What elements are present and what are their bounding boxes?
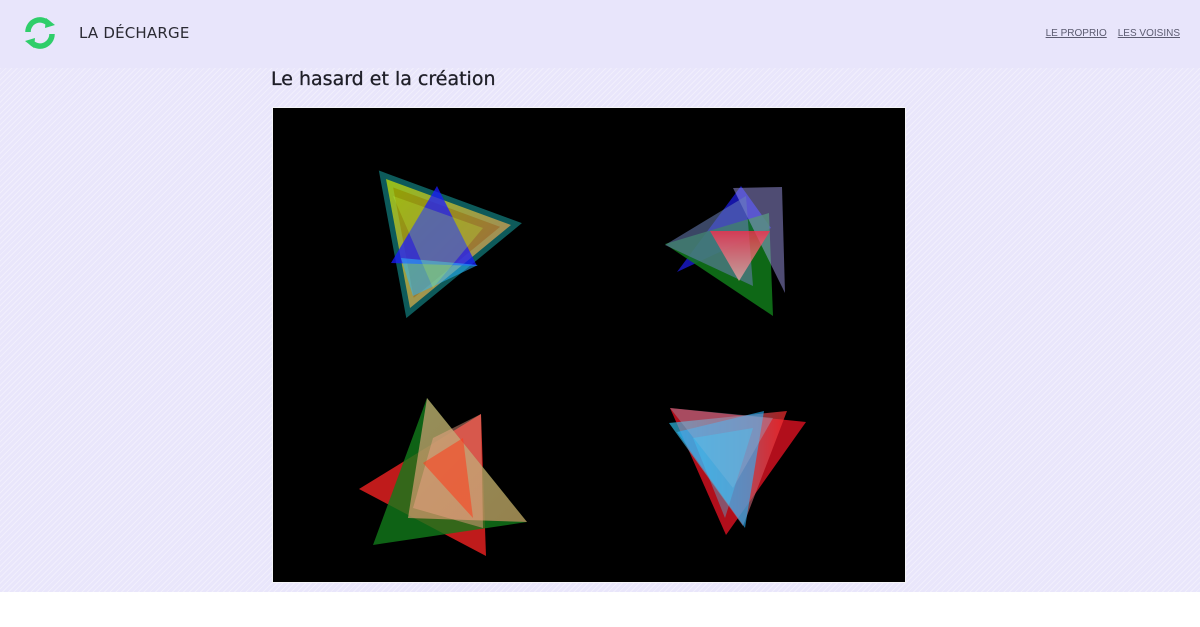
top-nav: LE PROPRIO LES VOISINS bbox=[1046, 28, 1180, 39]
triangle-group-top-left bbox=[378, 170, 522, 319]
site-title[interactable]: LA DÉCHARGE bbox=[79, 24, 190, 42]
triangle-group-bottom-left bbox=[359, 398, 527, 556]
triangle-group-top-right bbox=[665, 186, 785, 316]
site-header: LA DÉCHARGE LE PROPRIO LES VOISINS bbox=[0, 0, 1200, 68]
nav-link-voisins[interactable]: LES VOISINS bbox=[1117, 28, 1180, 39]
generative-artwork bbox=[272, 107, 906, 583]
article-title: Le hasard et la création bbox=[271, 68, 496, 90]
triangle-group-bottom-right bbox=[669, 408, 806, 535]
page-background: LA DÉCHARGE LE PROPRIO LES VOISINS Le ha… bbox=[0, 0, 1200, 592]
triangles-canvas bbox=[359, 170, 806, 556]
nav-link-proprio[interactable]: LE PROPRIO bbox=[1045, 28, 1107, 39]
refresh-circle-icon bbox=[25, 17, 55, 49]
